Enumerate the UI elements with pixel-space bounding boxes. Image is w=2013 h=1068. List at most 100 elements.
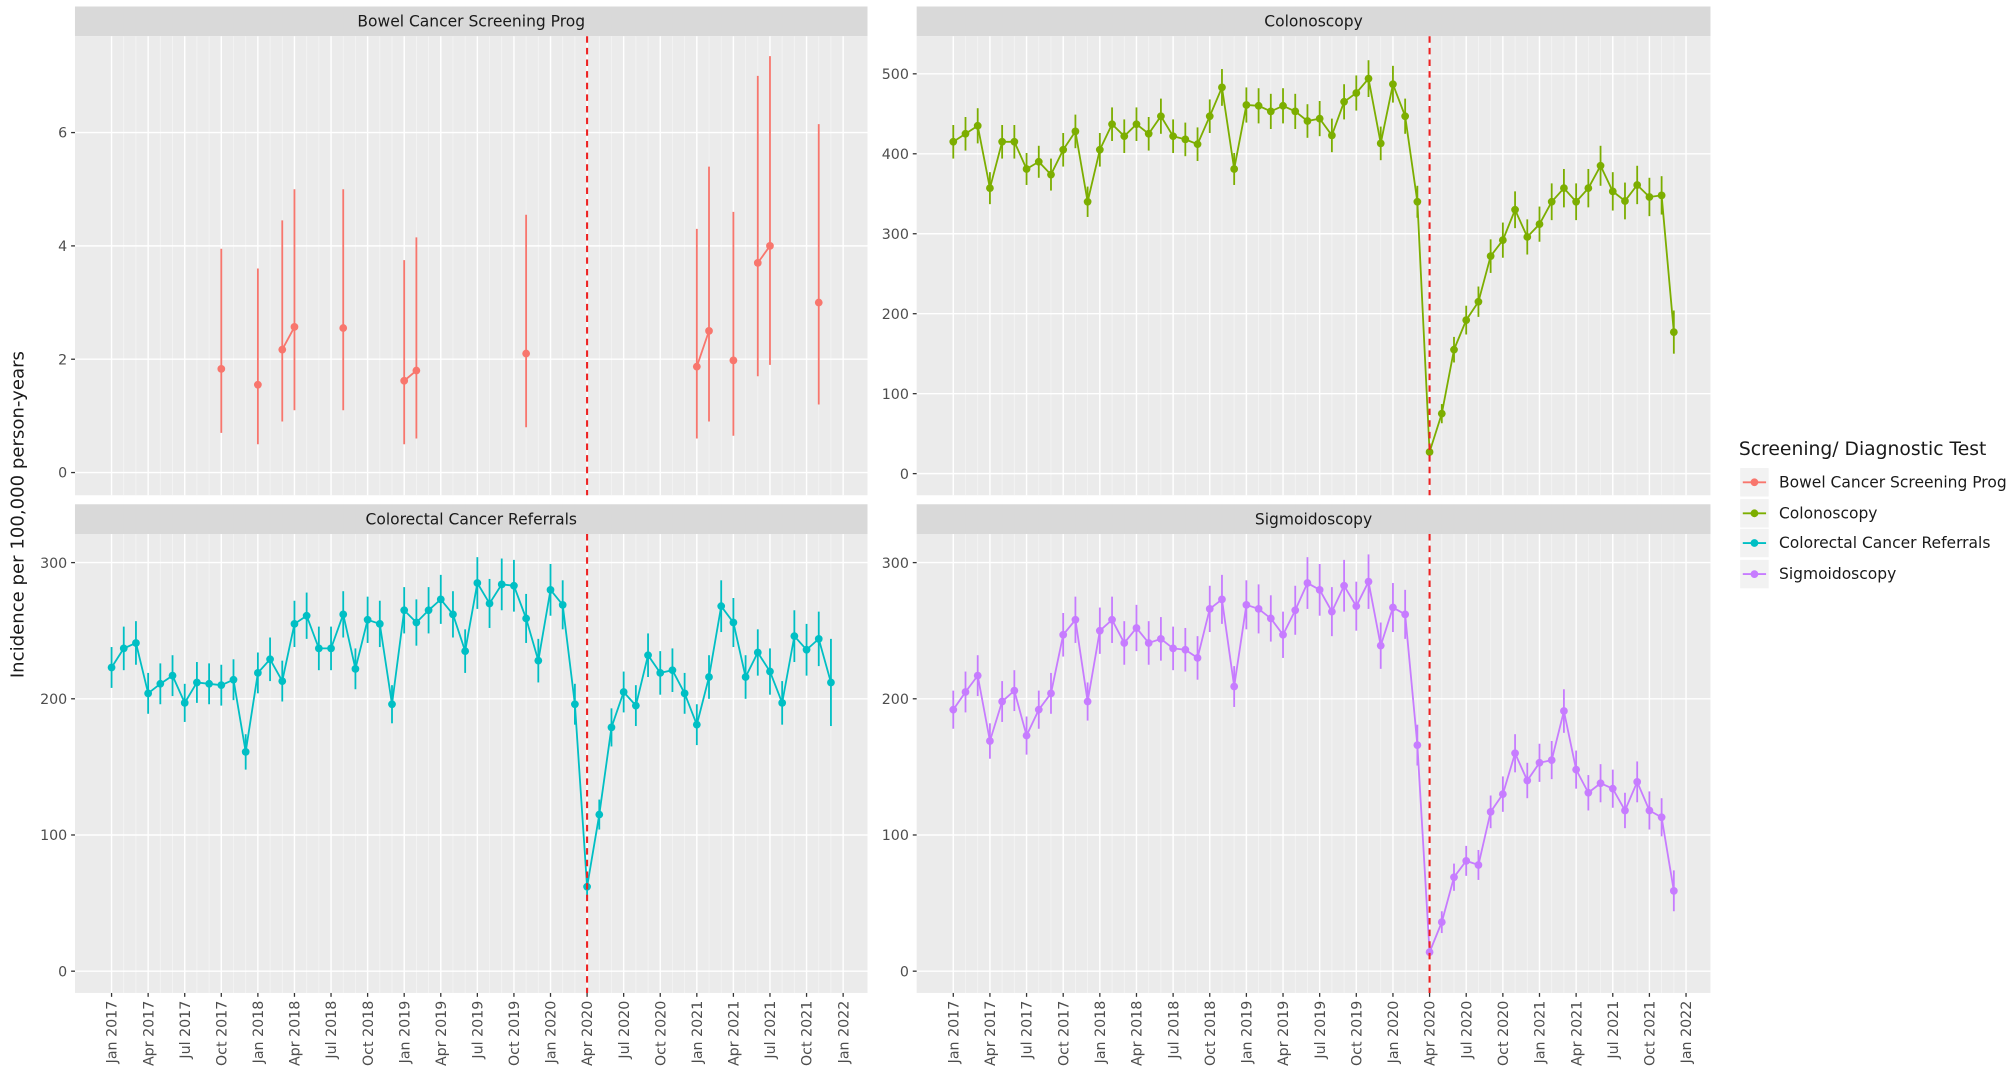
point: [1169, 132, 1177, 141]
point: [1010, 137, 1019, 146]
point: [1315, 585, 1324, 594]
point: [1425, 448, 1434, 456]
x-tick-label: Jan 2017: [105, 1001, 121, 1065]
point: [1034, 705, 1043, 714]
point: [1413, 741, 1422, 749]
y-tick-label: 200: [40, 692, 67, 708]
panel-title: Bowel Cancer Screening Prog: [357, 13, 585, 31]
point: [949, 705, 958, 714]
point: [753, 259, 762, 267]
y-tick-label: 300: [40, 556, 67, 572]
point: [449, 610, 457, 619]
point: [1022, 165, 1031, 173]
y-tick-label: 4: [58, 239, 67, 255]
x-tick-label: Jul 2021: [763, 1001, 779, 1060]
point: [1218, 595, 1226, 604]
point: [1633, 181, 1642, 189]
x-tick-label: Jul 2017: [1020, 1001, 1036, 1060]
point: [339, 324, 348, 332]
point: [692, 362, 701, 371]
point: [107, 663, 116, 672]
point: [1645, 806, 1654, 815]
point: [1095, 145, 1104, 154]
point: [1095, 626, 1104, 635]
point: [705, 673, 713, 681]
y-tick-label: 0: [58, 466, 67, 482]
point: [1560, 707, 1568, 715]
point: [1657, 191, 1666, 200]
y-tick-label: 500: [882, 67, 909, 83]
point: [717, 602, 726, 611]
point: [339, 610, 348, 619]
point: [1242, 101, 1251, 109]
point: [656, 669, 665, 677]
point: [205, 679, 213, 688]
panel: [74, 533, 868, 993]
point: [1157, 634, 1165, 643]
point: [1596, 161, 1605, 170]
point: [1633, 777, 1642, 786]
point: [1034, 157, 1043, 166]
y-tick-label: 400: [882, 147, 909, 163]
point: [1279, 630, 1287, 639]
y-tick-label: 100: [882, 387, 909, 403]
x-tick-label: Jan 2019: [1240, 1001, 1256, 1065]
x-tick-label: Jan 2020: [1386, 1001, 1402, 1065]
point: [1291, 606, 1300, 615]
point: [558, 600, 567, 609]
y-tick-label: 200: [882, 692, 909, 708]
point: [412, 618, 421, 627]
x-tick-label: Apr 2020: [1423, 1001, 1439, 1066]
point: [1498, 790, 1507, 799]
point: [144, 689, 153, 698]
x-tick-label: Jan 2021: [690, 1001, 706, 1065]
point: [241, 748, 250, 756]
legend-title: Screening/ Diagnostic Test: [1739, 439, 1986, 460]
point: [1547, 756, 1556, 764]
point: [375, 620, 384, 628]
point: [1254, 101, 1263, 110]
point: [692, 720, 701, 729]
point: [1340, 97, 1348, 106]
point: [1535, 758, 1544, 767]
point: [266, 655, 274, 664]
legend-label: Colonoscopy: [1779, 504, 1878, 522]
point: [668, 666, 677, 675]
point: [1303, 579, 1312, 587]
point: [814, 634, 823, 643]
point: [1315, 114, 1324, 123]
point: [1279, 101, 1287, 110]
point: [1376, 641, 1385, 650]
panel-bg: [916, 36, 1711, 496]
panel-bg: [74, 534, 868, 993]
point: [961, 129, 970, 138]
point: [1083, 197, 1092, 206]
point: [363, 615, 372, 624]
point: [168, 671, 177, 680]
point: [1511, 749, 1519, 758]
point: [973, 121, 982, 130]
y-tick-label: 300: [882, 556, 909, 572]
point: [1083, 697, 1092, 706]
point: [485, 599, 494, 608]
point: [314, 644, 323, 653]
y-tick-label: 0: [58, 964, 67, 980]
legend-dot: [1750, 478, 1759, 487]
strip: [916, 504, 1711, 534]
point: [1560, 184, 1568, 193]
point: [278, 677, 287, 685]
x-tick-label: Oct 2017: [1056, 1001, 1072, 1066]
point: [1022, 731, 1031, 740]
point: [1413, 197, 1422, 206]
x-tick-label: Apr 2019: [1276, 1001, 1292, 1066]
point: [1205, 112, 1214, 121]
point: [753, 648, 762, 657]
point: [1462, 856, 1471, 865]
point: [1621, 197, 1629, 205]
point: [1254, 605, 1263, 613]
x-tick-label: Oct 2018: [1203, 1001, 1219, 1066]
point: [1669, 886, 1678, 895]
point: [1474, 861, 1483, 869]
point: [1193, 654, 1202, 662]
